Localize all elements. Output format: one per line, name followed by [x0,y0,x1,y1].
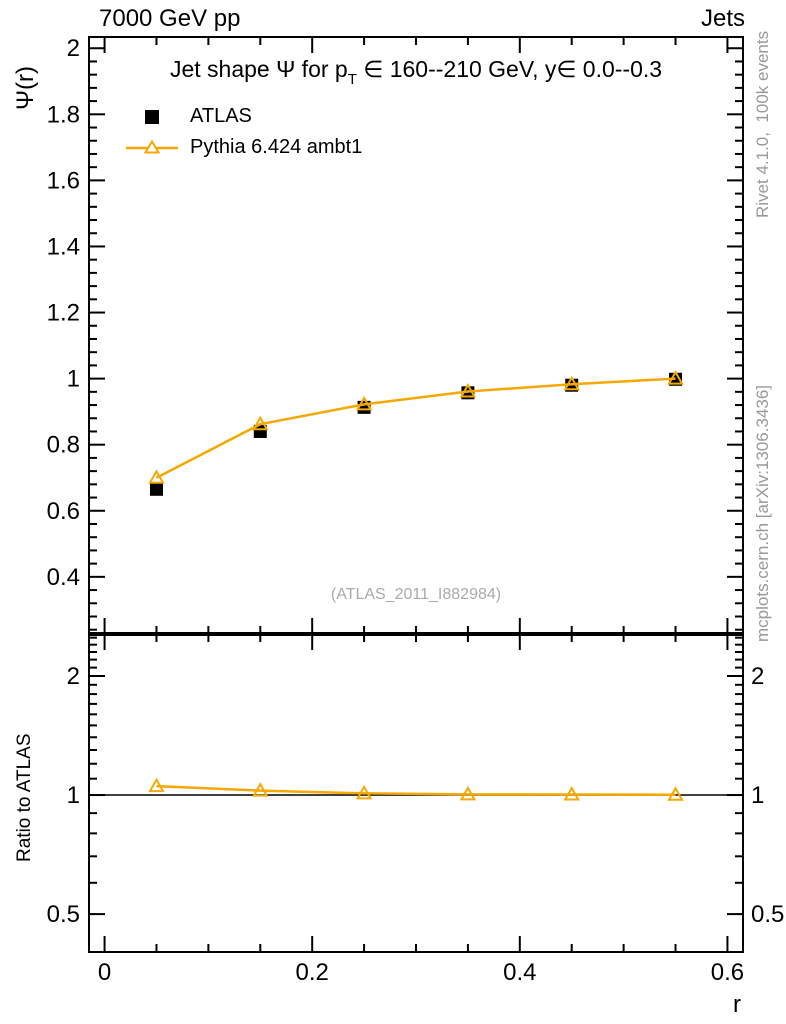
plot-title: Jet shape Ψ for pT ∈ 160--210 GeV, y∈ 0.… [89,56,743,88]
svg-text:0: 0 [98,959,111,986]
svg-text:1: 1 [751,782,764,809]
svg-text:0.4: 0.4 [47,564,80,591]
svg-text:0.2: 0.2 [296,959,329,986]
svg-text:1: 1 [67,782,80,809]
main-y-axis-labels: 0.4 0.6 0.8 1 1.2 1.4 1.6 1.8 2 [47,35,80,591]
svg-text:2: 2 [751,663,764,690]
ratio-pythia-line [148,777,684,801]
svg-text:2: 2 [67,663,80,690]
series-pythia-line [148,370,684,484]
svg-text:1: 1 [67,366,80,393]
analysis-id-watermark: (ATLAS_2011_I882984) [330,586,502,603]
open-triangle-line-icon [124,139,180,157]
svg-text:0.5: 0.5 [751,901,784,928]
panel-frames [88,36,744,953]
svg-text:0.6: 0.6 [47,498,80,525]
plot-title-subscript: T [347,71,357,88]
legend-label-atlas: ATLAS [190,105,252,127]
svg-text:1.4: 1.4 [47,233,80,260]
svg-text:0.6: 0.6 [711,959,744,986]
filled-square-icon [124,108,180,126]
svg-text:0.5: 0.5 [47,901,80,928]
svg-text:r: r [733,991,741,1018]
x-axis-title: r [733,991,741,1018]
svg-text:0.4: 0.4 [503,959,536,986]
svg-text:0.8: 0.8 [47,432,80,459]
svg-text:1.6: 1.6 [47,167,80,194]
legend: ATLAS Pythia 6.424 ambt1 [124,101,362,163]
plot-title-pre: Jet shape Ψ for p [169,56,348,82]
main-y-axis-ticks [89,47,743,631]
legend-label-pythia: Pythia 6.424 ambt1 [190,136,363,158]
x-axis-labels: 0 0.2 0.4 0.6 [98,959,744,986]
analysis-group-label: Jets [700,5,745,32]
svg-text:1.2: 1.2 [47,300,80,327]
ratio-y-axis-labels: 0.5 0.5 1 1 2 2 [47,663,785,928]
plot-title-post: ∈ 160--210 GeV, y∈ 0.0--0.3 [356,56,663,82]
legend-entry-pythia: Pythia 6.424 ambt1 [124,132,362,163]
svg-text:1.8: 1.8 [47,101,80,128]
ratio-y-axis-ticks [89,636,743,916]
legend-entry-atlas: ATLAS [124,101,362,132]
beam-energy-label: 7000 GeV pp [99,5,241,32]
svg-text:2: 2 [67,35,80,62]
series-atlas-points [149,372,683,496]
x-axis-ticks [103,37,729,952]
